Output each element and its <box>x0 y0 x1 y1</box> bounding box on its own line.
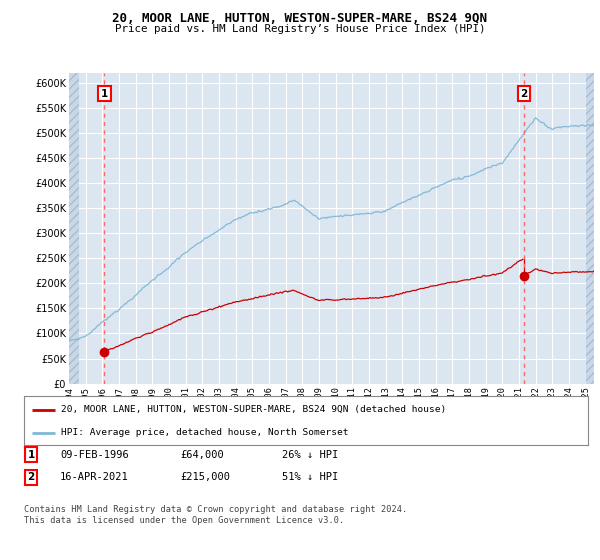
Text: 20, MOOR LANE, HUTTON, WESTON-SUPER-MARE, BS24 9QN (detached house): 20, MOOR LANE, HUTTON, WESTON-SUPER-MARE… <box>61 405 446 414</box>
Text: 16-APR-2021: 16-APR-2021 <box>60 472 129 482</box>
Text: 20, MOOR LANE, HUTTON, WESTON-SUPER-MARE, BS24 9QN: 20, MOOR LANE, HUTTON, WESTON-SUPER-MARE… <box>113 12 487 25</box>
Text: £215,000: £215,000 <box>180 472 230 482</box>
Text: 51% ↓ HPI: 51% ↓ HPI <box>282 472 338 482</box>
Text: Contains HM Land Registry data © Crown copyright and database right 2024.
This d: Contains HM Land Registry data © Crown c… <box>24 505 407 525</box>
Text: £64,000: £64,000 <box>180 450 224 460</box>
Text: 26% ↓ HPI: 26% ↓ HPI <box>282 450 338 460</box>
Text: Price paid vs. HM Land Registry’s House Price Index (HPI): Price paid vs. HM Land Registry’s House … <box>115 24 485 34</box>
Bar <box>69 73 79 384</box>
Text: 2: 2 <box>28 472 35 482</box>
Text: 1: 1 <box>28 450 35 460</box>
Bar <box>586 73 596 384</box>
Text: 2: 2 <box>520 89 527 99</box>
Text: 09-FEB-1996: 09-FEB-1996 <box>60 450 129 460</box>
Text: HPI: Average price, detached house, North Somerset: HPI: Average price, detached house, Nort… <box>61 428 348 437</box>
Text: 1: 1 <box>101 89 108 99</box>
